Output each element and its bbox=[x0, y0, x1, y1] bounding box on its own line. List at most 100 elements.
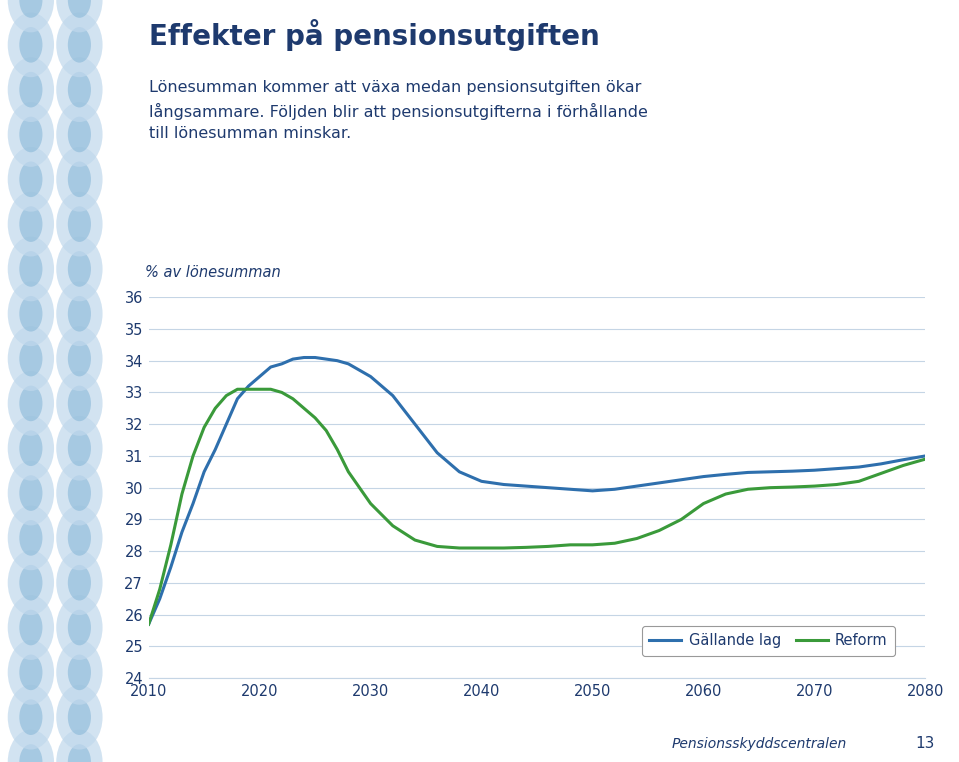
Ellipse shape bbox=[19, 117, 42, 152]
Reform bbox=[742, 485, 754, 494]
Ellipse shape bbox=[19, 744, 42, 762]
Gällande lag bbox=[698, 472, 710, 481]
Reform bbox=[520, 543, 531, 552]
Ellipse shape bbox=[8, 730, 54, 762]
Ellipse shape bbox=[68, 700, 91, 735]
Gällande lag bbox=[830, 464, 842, 473]
Gällande lag bbox=[565, 485, 576, 494]
Reform bbox=[310, 413, 321, 422]
Ellipse shape bbox=[57, 12, 103, 77]
Gällande lag bbox=[764, 467, 776, 476]
Gällande lag bbox=[320, 354, 332, 363]
Gällande lag bbox=[631, 482, 643, 491]
Ellipse shape bbox=[57, 236, 103, 301]
Gällande lag bbox=[498, 480, 509, 489]
Reform bbox=[565, 540, 576, 549]
Ellipse shape bbox=[57, 326, 103, 391]
Reform bbox=[276, 388, 288, 397]
Legend: Gällande lag, Reform: Gällande lag, Reform bbox=[642, 626, 895, 655]
Ellipse shape bbox=[8, 281, 54, 346]
Gällande lag bbox=[387, 391, 399, 400]
Ellipse shape bbox=[68, 251, 91, 287]
Gällande lag bbox=[243, 382, 254, 391]
Reform bbox=[199, 423, 210, 432]
Reform bbox=[409, 536, 421, 545]
Ellipse shape bbox=[19, 296, 42, 331]
Ellipse shape bbox=[57, 281, 103, 346]
Ellipse shape bbox=[8, 550, 54, 615]
Gällande lag bbox=[310, 353, 321, 362]
Gällande lag bbox=[742, 468, 754, 477]
Reform bbox=[232, 385, 244, 394]
Reform bbox=[675, 515, 687, 524]
Reform bbox=[764, 483, 776, 492]
Ellipse shape bbox=[68, 341, 91, 376]
Gällande lag bbox=[165, 562, 176, 572]
Gällande lag bbox=[232, 394, 244, 403]
Text: 13: 13 bbox=[916, 735, 935, 751]
Ellipse shape bbox=[19, 565, 42, 600]
Reform bbox=[354, 483, 365, 492]
Gällande lag bbox=[364, 372, 376, 381]
Ellipse shape bbox=[19, 341, 42, 376]
Ellipse shape bbox=[57, 147, 103, 212]
Reform bbox=[720, 489, 732, 498]
Reform bbox=[154, 584, 166, 594]
Reform bbox=[243, 385, 254, 394]
Reform bbox=[698, 499, 710, 508]
Gällande lag bbox=[154, 594, 166, 604]
Ellipse shape bbox=[8, 371, 54, 436]
Gällande lag bbox=[287, 354, 298, 363]
Gällande lag bbox=[587, 486, 598, 495]
Gällande lag bbox=[854, 463, 865, 472]
Ellipse shape bbox=[19, 610, 42, 645]
Ellipse shape bbox=[8, 147, 54, 212]
Ellipse shape bbox=[57, 640, 103, 705]
Gällande lag bbox=[298, 353, 310, 362]
Gällande lag bbox=[176, 527, 188, 536]
Gällande lag bbox=[653, 479, 665, 488]
Ellipse shape bbox=[19, 27, 42, 62]
Ellipse shape bbox=[19, 207, 42, 242]
Gällande lag bbox=[354, 366, 365, 375]
Gällande lag bbox=[520, 482, 531, 491]
Ellipse shape bbox=[68, 296, 91, 331]
Reform bbox=[830, 480, 842, 489]
Ellipse shape bbox=[68, 520, 91, 555]
Reform bbox=[143, 620, 154, 629]
Ellipse shape bbox=[68, 386, 91, 421]
Ellipse shape bbox=[68, 207, 91, 242]
Ellipse shape bbox=[19, 162, 42, 197]
Reform bbox=[876, 469, 887, 478]
Ellipse shape bbox=[57, 416, 103, 481]
Gällande lag bbox=[609, 485, 620, 494]
Ellipse shape bbox=[8, 192, 54, 257]
Reform bbox=[631, 534, 643, 543]
Gällande lag bbox=[476, 477, 487, 486]
Ellipse shape bbox=[8, 326, 54, 391]
Ellipse shape bbox=[68, 431, 91, 466]
Gällande lag bbox=[187, 499, 199, 508]
Gällande lag bbox=[432, 448, 443, 457]
Ellipse shape bbox=[68, 655, 91, 690]
Ellipse shape bbox=[68, 72, 91, 107]
Reform bbox=[920, 454, 931, 463]
Gällande lag bbox=[720, 469, 732, 479]
Reform bbox=[342, 467, 354, 476]
Ellipse shape bbox=[8, 461, 54, 526]
Ellipse shape bbox=[57, 461, 103, 526]
Reform bbox=[498, 543, 509, 552]
Ellipse shape bbox=[68, 27, 91, 62]
Text: Effekter på pensionsutgiften: Effekter på pensionsutgiften bbox=[149, 19, 599, 51]
Reform bbox=[854, 477, 865, 486]
Gällande lag bbox=[221, 420, 232, 429]
Reform bbox=[254, 385, 266, 394]
Gällande lag bbox=[920, 451, 931, 460]
Gällande lag bbox=[209, 445, 221, 454]
Ellipse shape bbox=[57, 505, 103, 570]
Gällande lag bbox=[199, 467, 210, 476]
Text: % av lönesumman: % av lönesumman bbox=[145, 265, 281, 280]
Ellipse shape bbox=[57, 595, 103, 660]
Reform bbox=[387, 521, 399, 530]
Ellipse shape bbox=[57, 371, 103, 436]
